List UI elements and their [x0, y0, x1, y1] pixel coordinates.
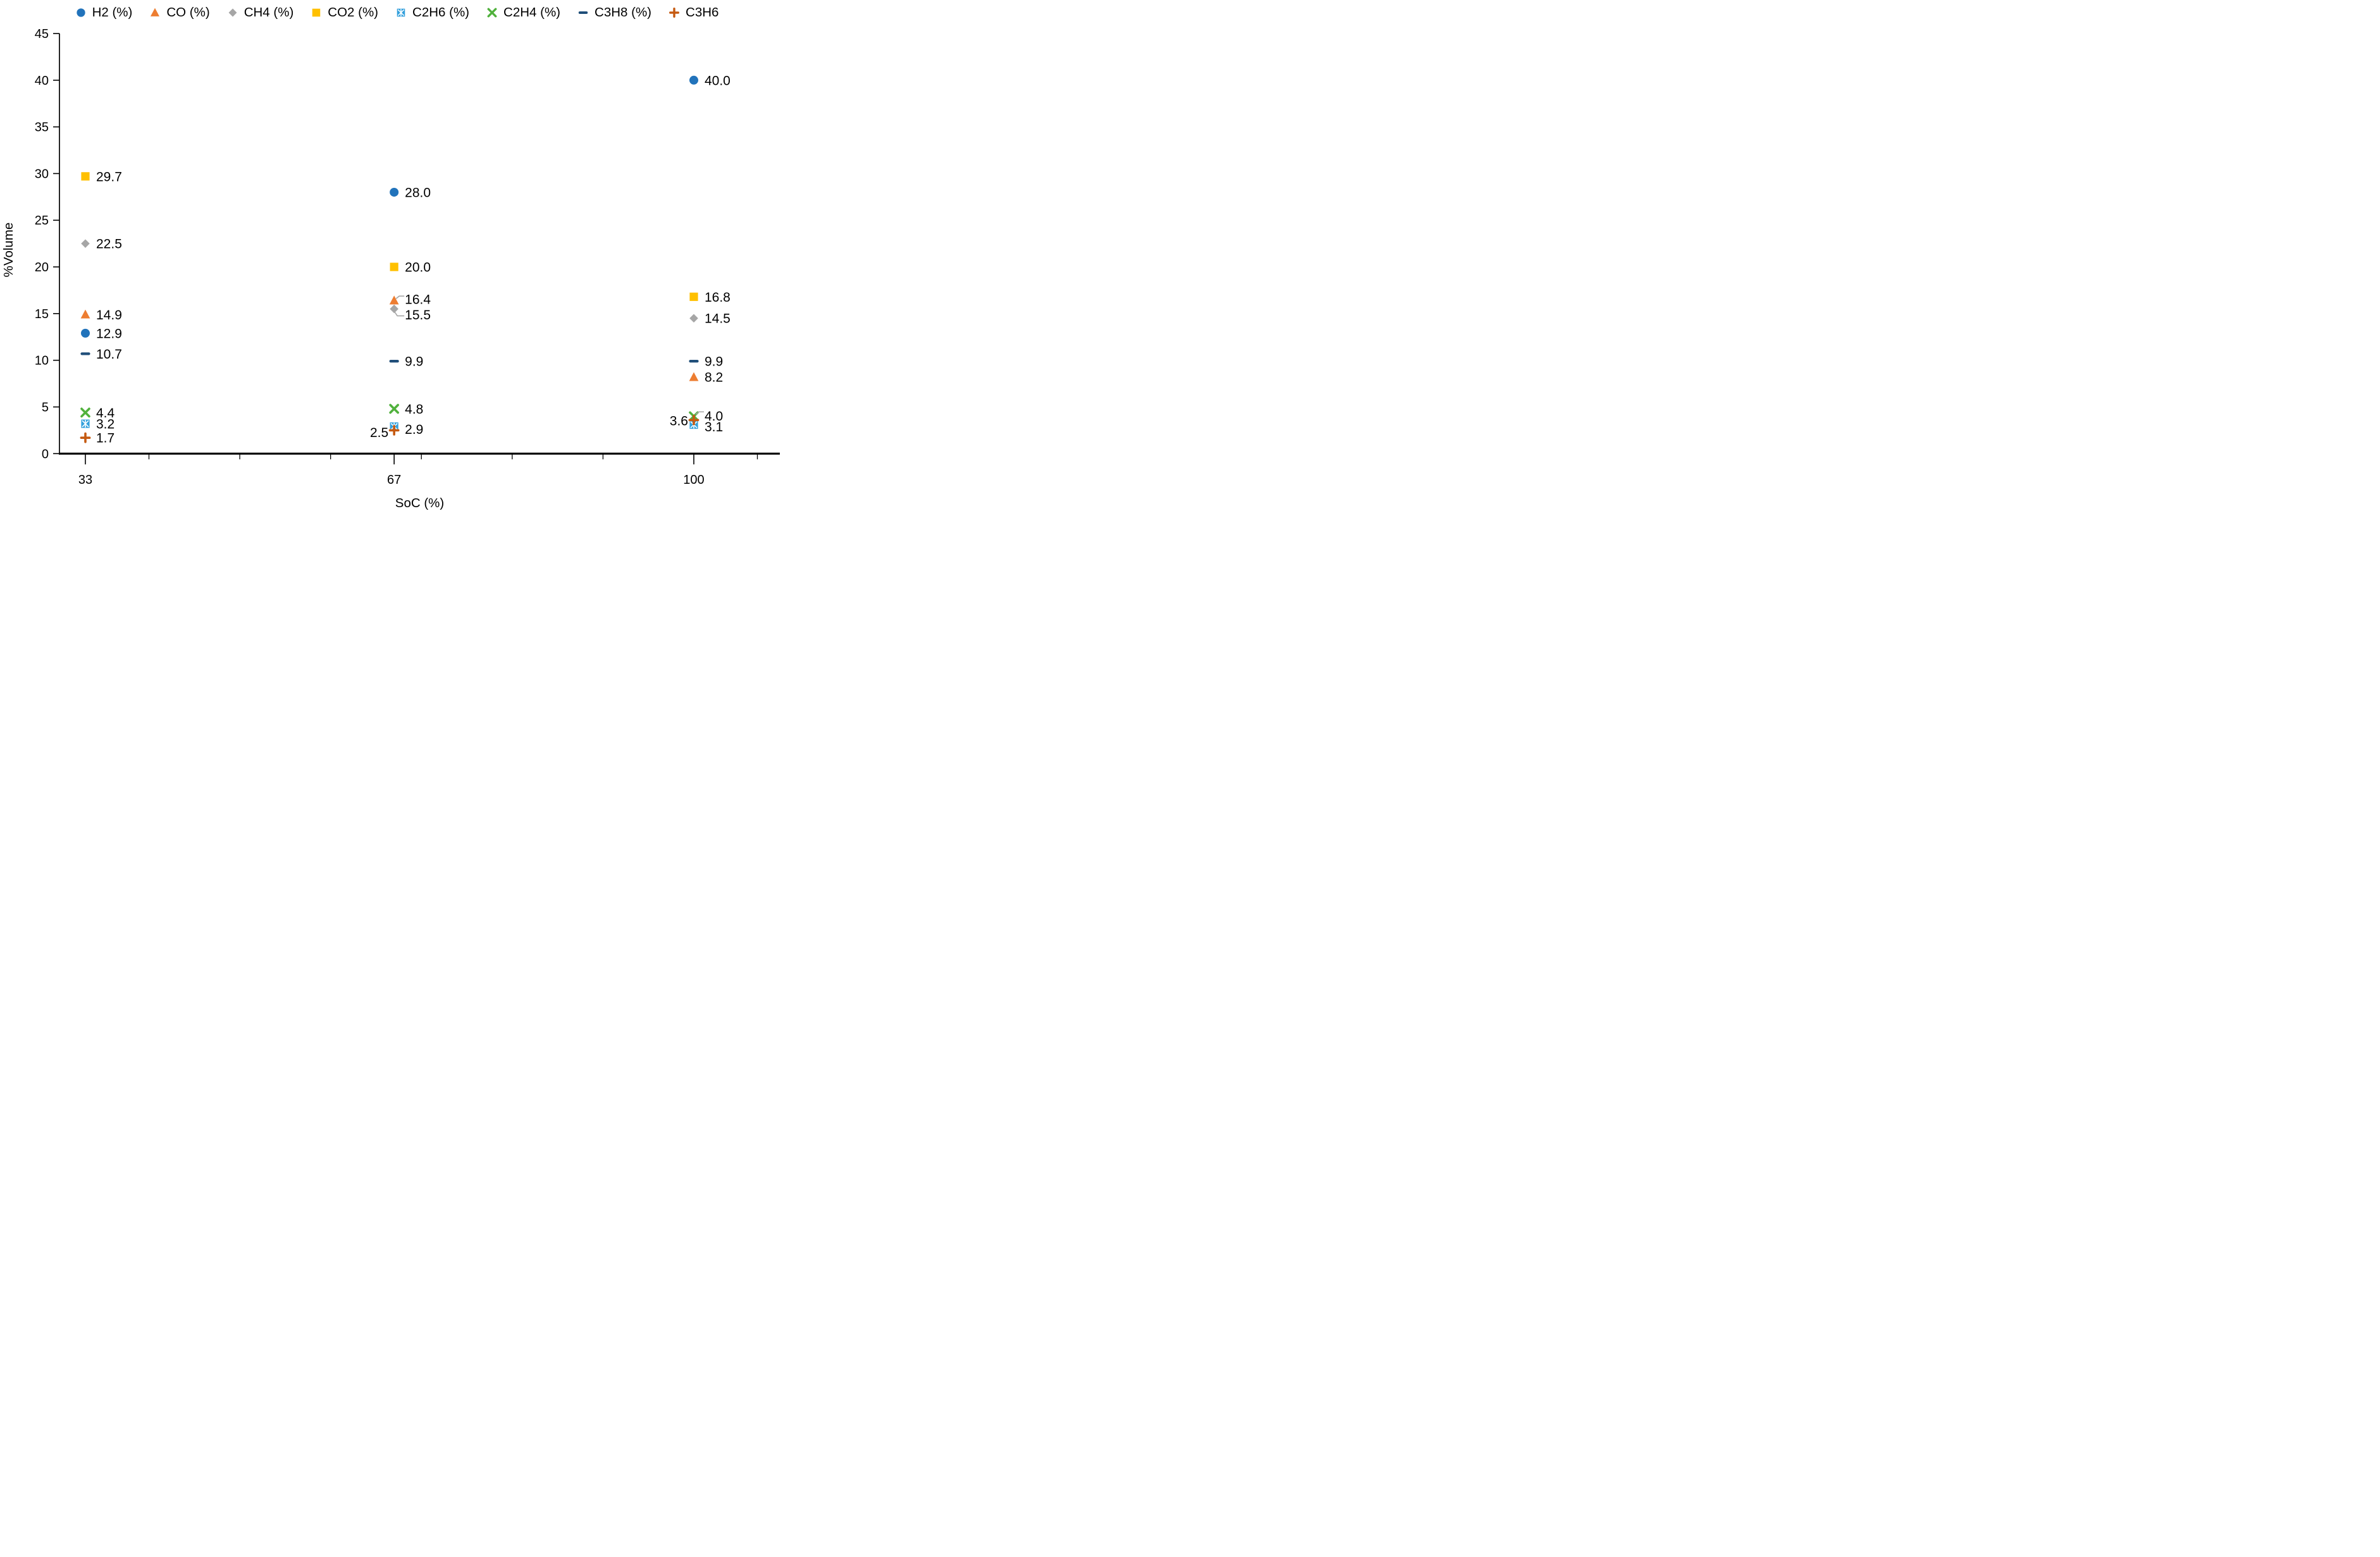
y-tick-label: 5 [42, 400, 49, 414]
y-tick-label: 45 [35, 27, 49, 41]
label-leader-line [394, 312, 405, 317]
marker-CO-67 [389, 295, 399, 305]
marker-C2H4-33 [80, 407, 90, 418]
marker-C2H6-33 [81, 419, 90, 428]
data-label: 20.0 [405, 261, 431, 275]
data-label: 29.7 [96, 169, 122, 184]
legend-item-C2H4: C2H4 (%) [486, 5, 560, 20]
triangle-marker-icon [151, 8, 160, 16]
data-label: 9.9 [705, 355, 723, 369]
chart-legend: H2 (%) CO (%) CH4 (%) CO2 (%) C2H6 (%) C2H4 (… [0, 5, 793, 20]
label-leader-line [695, 411, 704, 415]
data-label: 4.8 [405, 402, 423, 417]
marker-CO-33 [80, 309, 90, 319]
marker-CO2-100 [689, 292, 698, 301]
circle-marker-icon [76, 8, 85, 17]
legend-item-CO2: CO2 (%) [310, 5, 378, 20]
dash-marker-icon [578, 11, 588, 14]
y-tick-label: 30 [35, 167, 49, 181]
legend-label: C3H6 [686, 5, 719, 20]
label-leader-line [395, 295, 405, 299]
x-tick-label: 100 [683, 473, 704, 487]
y-tick-label: 20 [35, 261, 49, 274]
legend-label: C2H4 (%) [503, 5, 561, 20]
legend-item-CH4: CH4 (%) [226, 5, 294, 20]
data-label: 2.9 [405, 422, 423, 437]
axes [59, 34, 780, 455]
data-labels: 12.9 28.0 40.0 14.9 16.4 8.2 22.5 15.5 14.5 29.7 2… [96, 73, 731, 445]
y-tick-label: 40 [35, 74, 49, 88]
marker-C2H4-67 [389, 403, 399, 414]
legend-label: C2H6 (%) [412, 5, 470, 20]
series-markers [80, 75, 700, 443]
legend-item-C3H8: C3H8 (%) [577, 5, 651, 20]
y-tick-label: 10 [35, 354, 49, 368]
legend-label: C3H8 (%) [595, 5, 652, 20]
y-tick-label: 15 [35, 307, 49, 321]
data-label: 8.2 [705, 371, 723, 385]
plus-marker-icon [669, 8, 679, 18]
data-label: 3.1 [705, 420, 723, 434]
square-marker-icon [312, 8, 321, 17]
legend-label: CH4 (%) [244, 5, 294, 20]
marker-C3H6-33 [80, 432, 91, 443]
legend-label: H2 (%) [92, 5, 133, 20]
data-label: 3.6 [670, 414, 688, 429]
marker-CH4-33 [81, 239, 90, 248]
x-tick-label: 33 [78, 473, 92, 487]
marker-CO2-67 [390, 262, 398, 271]
x-marker-icon [487, 8, 497, 18]
legend-label: CO (%) [166, 5, 210, 20]
data-label: 9.9 [405, 355, 423, 369]
diamond-marker-icon [228, 8, 237, 17]
y-tick-label: 35 [35, 121, 49, 135]
y-tick-label: 25 [35, 214, 49, 228]
marker-CO-100 [689, 372, 699, 381]
legend-item-C3H6: C3H6 [668, 5, 718, 20]
y-tick-label: 0 [42, 447, 49, 461]
chart: H2 (%) CO (%) CH4 (%) CO2 (%) C2H6 (%) C2H4 (… [0, 0, 793, 519]
marker-H2-100 [689, 75, 698, 85]
legend-item-H2: H2 (%) [75, 5, 133, 20]
data-label: 28.0 [405, 185, 431, 200]
marker-CH4-67 [390, 304, 398, 314]
data-label: 14.9 [96, 308, 122, 323]
x-axis-title: SoC (%) [395, 496, 445, 510]
marker-C3H6-67 [388, 424, 400, 436]
y-axis-title: %Volume [1, 222, 16, 278]
legend-label: CO2 (%) [328, 5, 379, 20]
square-x-marker-icon [397, 8, 405, 17]
data-label: 40.0 [705, 73, 731, 88]
data-label: 12.9 [96, 326, 122, 341]
data-label: 2.5 [370, 426, 388, 440]
x-tick-label: 67 [387, 473, 401, 487]
marker-H2-67 [390, 187, 399, 197]
data-label: 3.2 [96, 417, 114, 432]
data-label: 4.0 [705, 409, 723, 424]
data-label: 15.5 [405, 308, 431, 323]
data-label: 16.4 [405, 293, 431, 307]
data-label: 14.5 [705, 312, 731, 326]
data-label: 10.7 [96, 347, 122, 362]
marker-CO2-33 [81, 172, 90, 181]
legend-item-CO: CO (%) [149, 5, 210, 20]
y-ticks: 0 5 10 15 20 25 30 35 40 45 [35, 27, 59, 461]
marker-H2-33 [81, 328, 90, 338]
data-label: 4.4 [96, 406, 115, 421]
legend-item-C2H6: C2H6 (%) [395, 5, 469, 20]
marker-C3H6-100 [688, 414, 700, 426]
plot-area: 0 5 10 15 20 25 30 35 40 45 33 67 100 12.9 28.0 40.0 14.… [35, 27, 780, 487]
x-ticks: 33 67 100 [78, 454, 758, 487]
marker-CH4-100 [689, 314, 698, 323]
data-label: 16.8 [705, 290, 731, 305]
data-label: 22.5 [96, 237, 122, 252]
data-label: 1.7 [96, 431, 114, 446]
